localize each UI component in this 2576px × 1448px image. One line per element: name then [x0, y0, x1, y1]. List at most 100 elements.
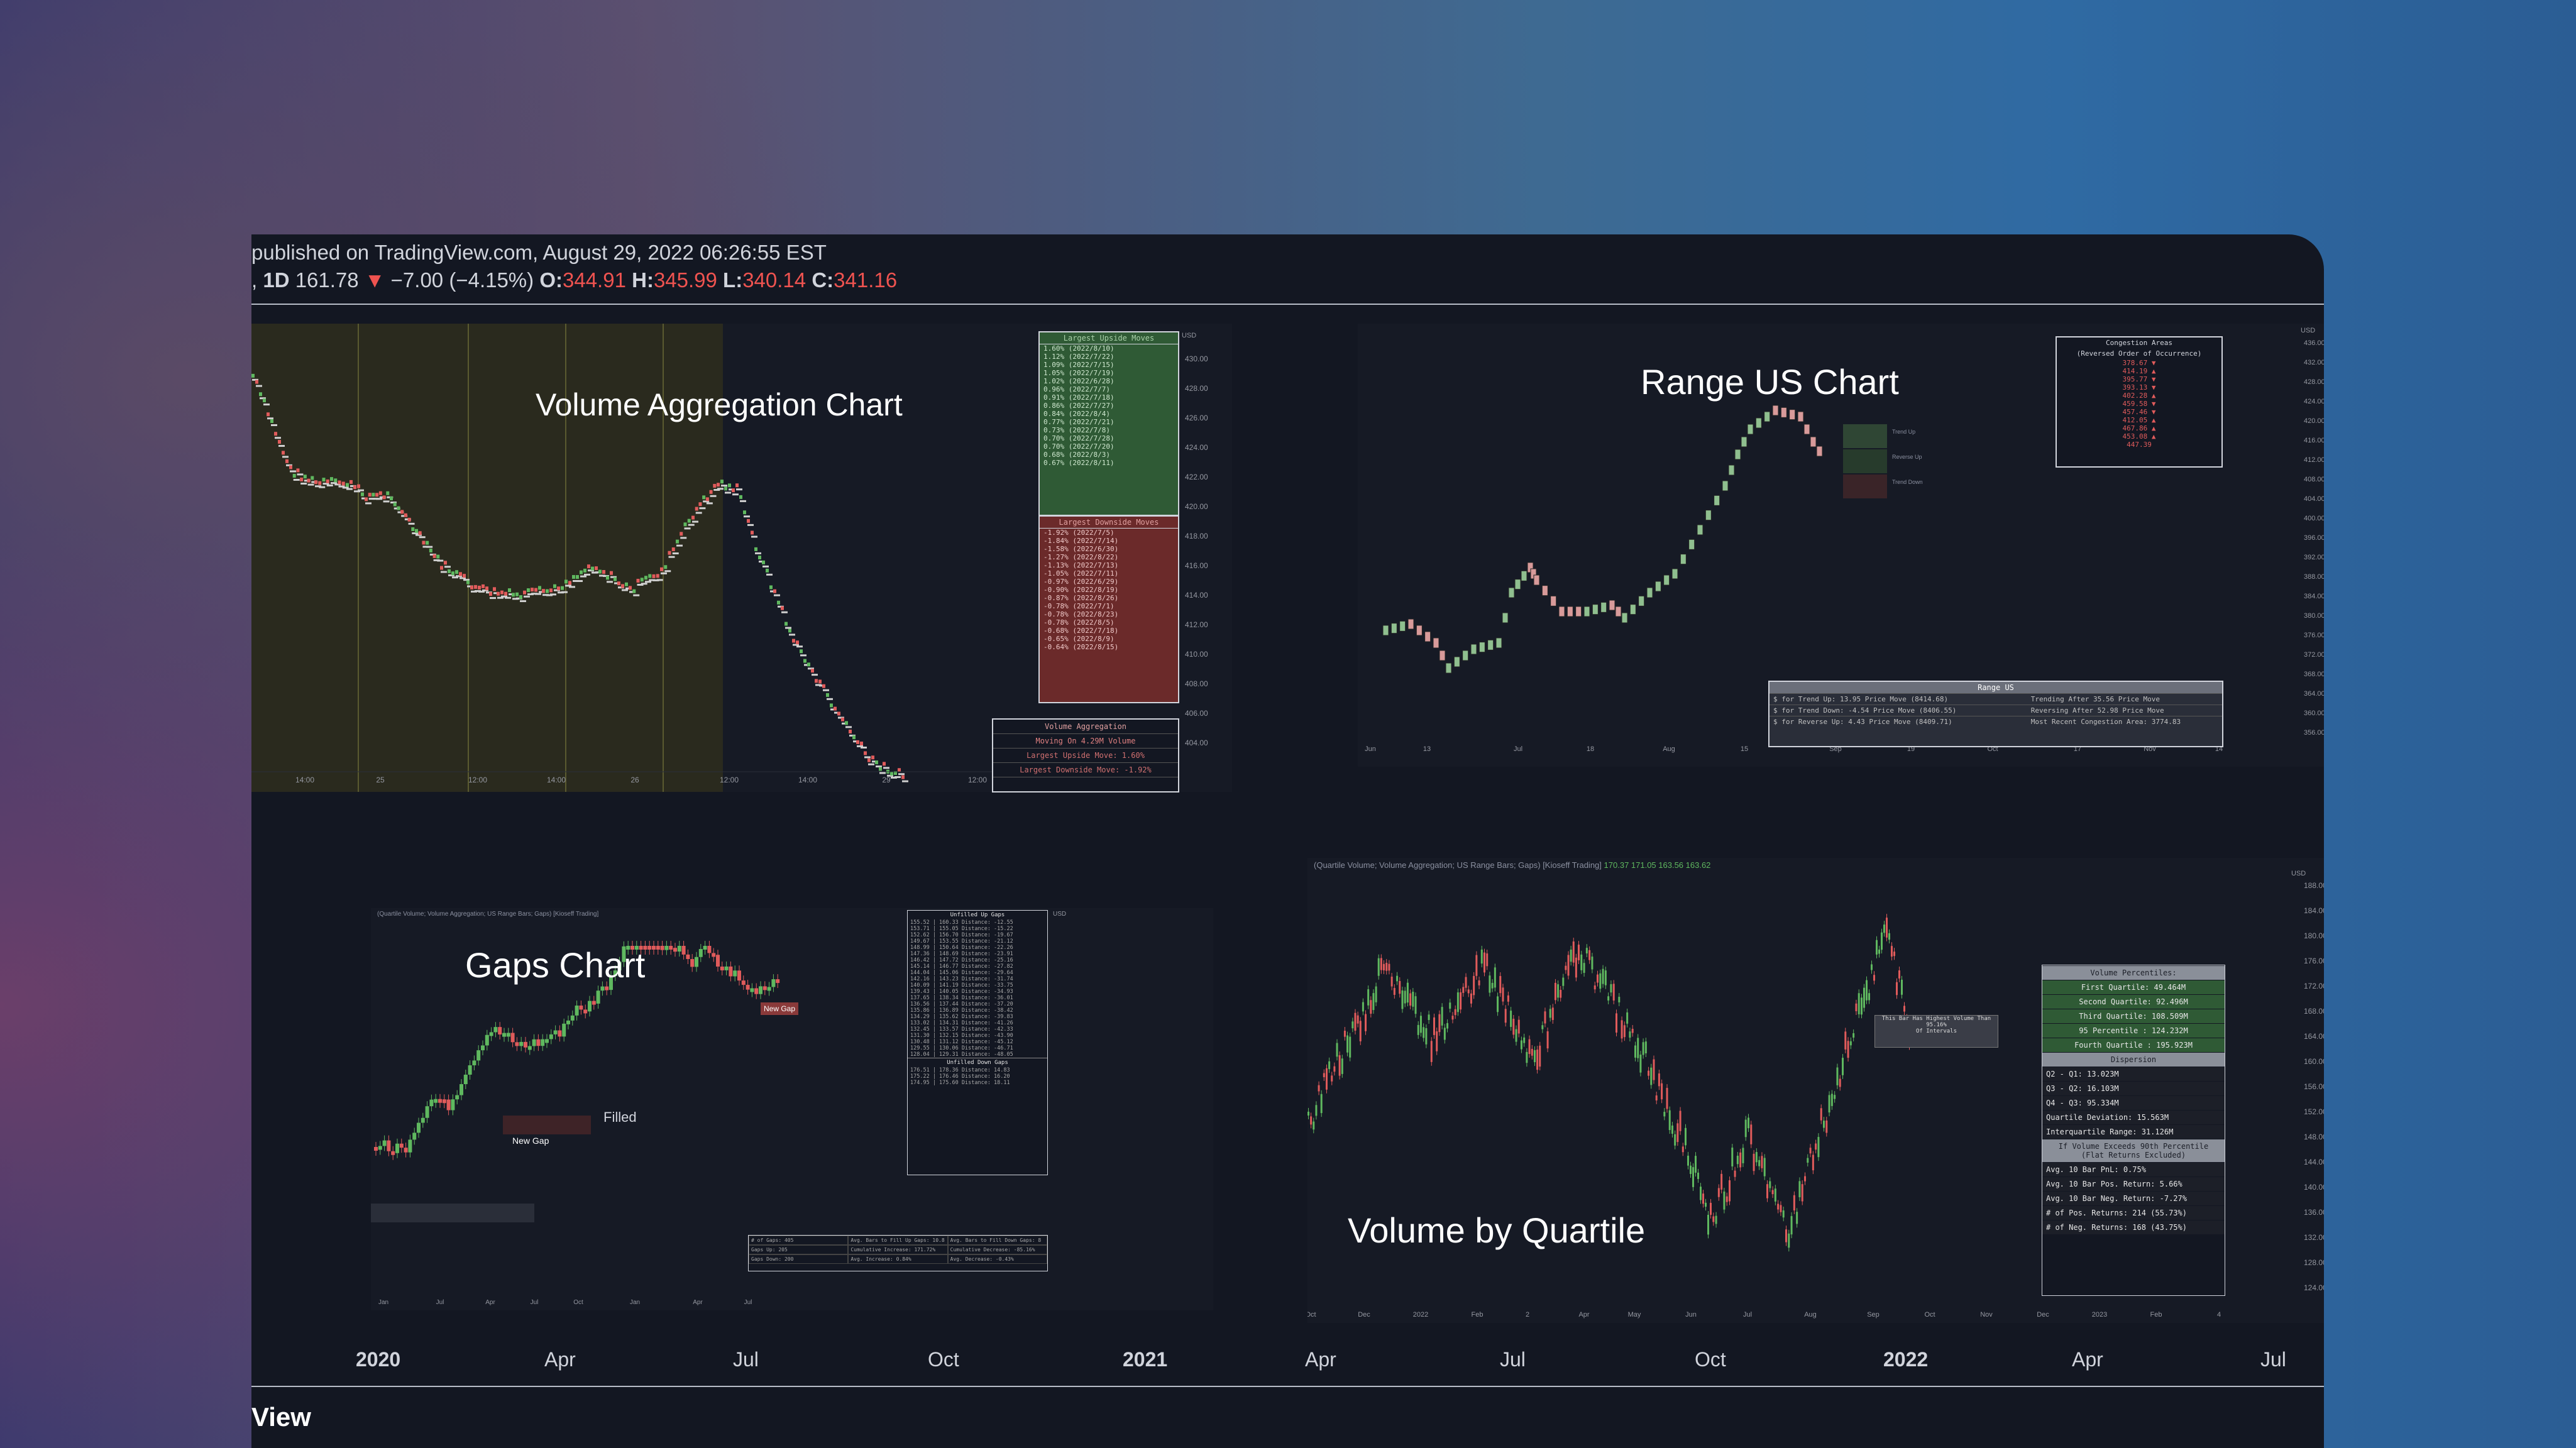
range-bar [1592, 604, 1599, 615]
price-block [500, 590, 504, 595]
x-tick-label: 2022 [1413, 1311, 1428, 1319]
price-block [378, 491, 382, 495]
candle-body [1470, 993, 1472, 1004]
candle-body [1393, 988, 1395, 995]
unfilled-up-row: 132.45 | 133.57 Distance: -42.33 [910, 1026, 1013, 1033]
open-value: 344.91 [563, 268, 626, 292]
candle-body [1560, 990, 1562, 998]
time-axis[interactable]: 2020 Apr Jul Oct 2021 Apr Jul Oct 2022 Apr Jul [251, 1348, 2324, 1386]
candle-body [1896, 982, 1898, 996]
candle-body [446, 1099, 451, 1111]
congestion-row: 414.19 ▲ [2122, 367, 2156, 375]
volume-label [372, 498, 379, 500]
price-block [557, 586, 560, 591]
candle-body [1830, 1094, 1833, 1106]
price-block [762, 560, 765, 564]
candle-body [1313, 1121, 1315, 1130]
volume-label [322, 483, 329, 485]
volume-label [441, 571, 447, 573]
candle-body [1852, 1033, 1855, 1038]
candle-body [434, 1099, 438, 1103]
interval-label[interactable]: 1D [263, 268, 290, 292]
volume-label [448, 574, 454, 576]
candle-body [1834, 1095, 1836, 1099]
x-tick-label: Oct [1924, 1311, 1935, 1319]
header-divider [251, 304, 2324, 305]
range-bar [1671, 568, 1678, 579]
price-block [429, 548, 432, 552]
price-block [534, 588, 537, 592]
y-tick-label: 412.00 [1185, 620, 1208, 629]
gaps-stats-row: Gaps Up: 205 Cumulative Increase: 171.72%… [749, 1245, 1047, 1254]
range-bar [1416, 625, 1423, 636]
y-tick-label: 152.00 [2304, 1107, 2324, 1116]
volume-label [656, 579, 663, 581]
y-tick-label: 414.00 [1185, 591, 1208, 600]
gaps-panel[interactable]: Filled New Gap New Gap Jan Jul Apr Jul Oct Jan Ap… [371, 908, 1213, 1310]
candle-body [1462, 987, 1465, 993]
range-us-plot[interactable]: Trend Up Reverse Up Trend Down 436.00 432.00… [1358, 324, 2324, 767]
price-block [683, 522, 687, 527]
volume-label [902, 780, 908, 782]
unfilled-up-row: 136.56 | 137.44 Distance: -37.20 [910, 1001, 1013, 1007]
gaps-title: Gaps Chart [465, 945, 646, 985]
volume-aggregation-panel[interactable]: 430.00 428.00 426.00 424.00 422.00 420.00 418.… [251, 324, 1232, 793]
candle-body [549, 1034, 553, 1039]
range-bar [1646, 587, 1653, 598]
volume-label [527, 593, 534, 596]
percentile-row: 95 Percentile : 124.232M [2042, 1024, 2225, 1038]
candle-body [1612, 984, 1615, 1001]
volume-quartile-plot[interactable]: 188.00 184.00 180.00 176.00 172.00 168.00 164.… [1307, 858, 2324, 1323]
upside-row: 0.96% (2022/7/7) [1043, 385, 1110, 393]
volume-label [713, 488, 720, 491]
gaps-stats-table: # of Gaps: 405 Avg. Bars to Fill Up Gaps:… [748, 1235, 1048, 1271]
upside-row: 0.77% (2022/7/21) [1043, 418, 1115, 426]
gaps-stats-cell: Avg. Increase: 0.84% [848, 1254, 948, 1264]
volume-label [668, 556, 675, 558]
candle-body [1599, 973, 1602, 989]
range-bar [1755, 417, 1762, 429]
gap-label: New Gap [764, 1004, 795, 1013]
candle-body [656, 946, 660, 950]
candle-body [1597, 974, 1599, 983]
candle-body [1307, 1111, 1309, 1116]
x-tick-label: Jun [1685, 1311, 1697, 1319]
volume-label [684, 527, 691, 530]
candle-body [527, 1046, 532, 1050]
candle-body [703, 946, 707, 950]
volume-label [365, 502, 372, 505]
range-bar [1399, 620, 1406, 632]
range-bar [1697, 524, 1704, 535]
candle-body [1557, 984, 1560, 998]
range-bar [1521, 570, 1527, 581]
candle-body [1377, 958, 1380, 976]
range-bar [1810, 436, 1817, 447]
candle-body [1338, 1055, 1341, 1076]
range-bar [1764, 411, 1771, 422]
volume-label [293, 479, 300, 481]
candle-body [1618, 997, 1621, 1002]
candle-body [1700, 1187, 1702, 1200]
x-tick-label: Jul [744, 1299, 752, 1306]
gaps-plot[interactable]: Filled New Gap New Gap Jan Jul Apr Jul Oct Jan Ap… [371, 908, 1213, 1310]
price-block [393, 502, 397, 507]
range-bar [1741, 436, 1748, 447]
price-block [436, 554, 440, 559]
price-block [546, 589, 549, 593]
y-tick-label: 428.00 [1185, 384, 1208, 393]
volume-quartile-panel[interactable]: 188.00 184.00 180.00 176.00 172.00 168.00 164.… [1307, 858, 2324, 1323]
x-tick-label: 2 [1526, 1311, 1529, 1319]
candle-body [1438, 1014, 1441, 1033]
callout-line: 95.16% [1926, 1022, 1947, 1028]
unfilled-down-row: 174.95 | 175.60 Distance: 18.11 [910, 1080, 1010, 1086]
price-block [606, 576, 609, 580]
upside-row: 1.09% (2022/7/15) [1043, 361, 1115, 369]
candle-body [1526, 1051, 1528, 1063]
candle-body [1629, 1031, 1631, 1038]
range-bar [1541, 585, 1548, 596]
candle-body [1804, 1176, 1806, 1182]
volume-label [622, 589, 628, 591]
volume-aggregation-plot[interactable]: 430.00 428.00 426.00 424.00 422.00 420.00 418.… [251, 324, 1232, 792]
collage-canvas[interactable]: 430.00 428.00 426.00 424.00 422.00 420.00 418.… [251, 305, 2324, 1386]
volume-label [326, 484, 333, 486]
